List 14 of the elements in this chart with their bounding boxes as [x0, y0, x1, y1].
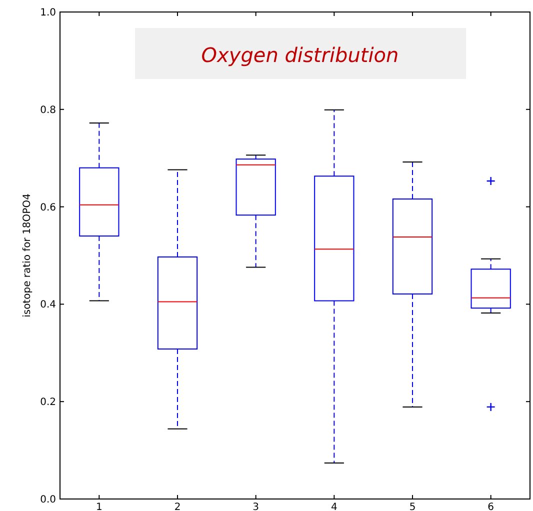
x-tick-label: 5 — [409, 502, 416, 511]
y-tick-label: 0.8 — [40, 104, 56, 116]
y-tick-label: 0.2 — [40, 397, 56, 408]
y-axis-title: isotope ratio for 18OPO4 — [22, 194, 33, 318]
x-tick-label: 1 — [96, 502, 102, 511]
y-tick-label: 0.6 — [40, 202, 56, 214]
x-tick-label: 4 — [330, 502, 338, 511]
text: Oxygen distribution — [201, 43, 399, 67]
y-tick-label: 0.4 — [40, 300, 56, 311]
y-tick-label: 0.0 — [40, 494, 56, 506]
x-tick-label: 2 — [174, 502, 181, 511]
y-tick-label: 1.0 — [40, 8, 56, 18]
x-tick-label: 6 — [488, 502, 494, 511]
x-tick-label: 3 — [252, 502, 260, 511]
